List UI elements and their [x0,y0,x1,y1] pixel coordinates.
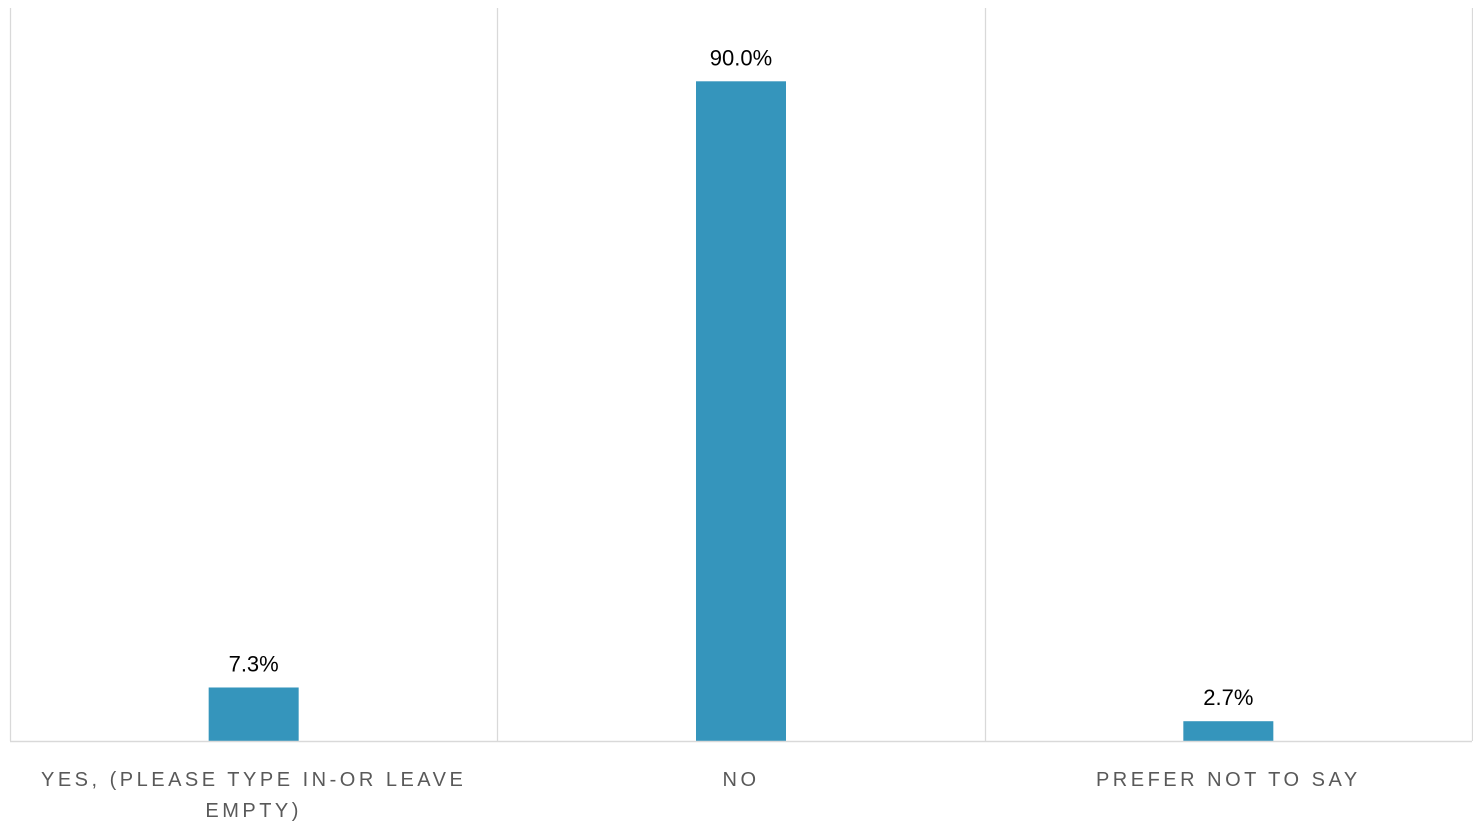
data-label: 90.0% [710,45,772,70]
category-label: YES, (PLEASE TYPE IN-OR LEAVE EMPTY) [41,769,466,822]
data-label: 7.3% [229,651,279,676]
category-label: NO [723,769,760,791]
category-label-line: NO [723,769,760,791]
category-labels: YES, (PLEASE TYPE IN-OR LEAVE EMPTY) NO PRE… [41,769,1361,822]
data-labels: 7.3% 90.0% 2.7% [229,45,1254,710]
category-label-line: YES, (PLEASE TYPE IN-OR LEAVE [41,769,466,791]
category-label: PREFER NOT TO SAY [1096,769,1361,791]
bars [208,81,1274,742]
data-label: 2.7% [1203,685,1253,710]
bar [1183,721,1274,741]
category-label-line: PREFER NOT TO SAY [1096,769,1361,791]
bar [208,687,299,741]
category-label-line: EMPTY) [205,800,302,822]
bar [696,81,786,742]
